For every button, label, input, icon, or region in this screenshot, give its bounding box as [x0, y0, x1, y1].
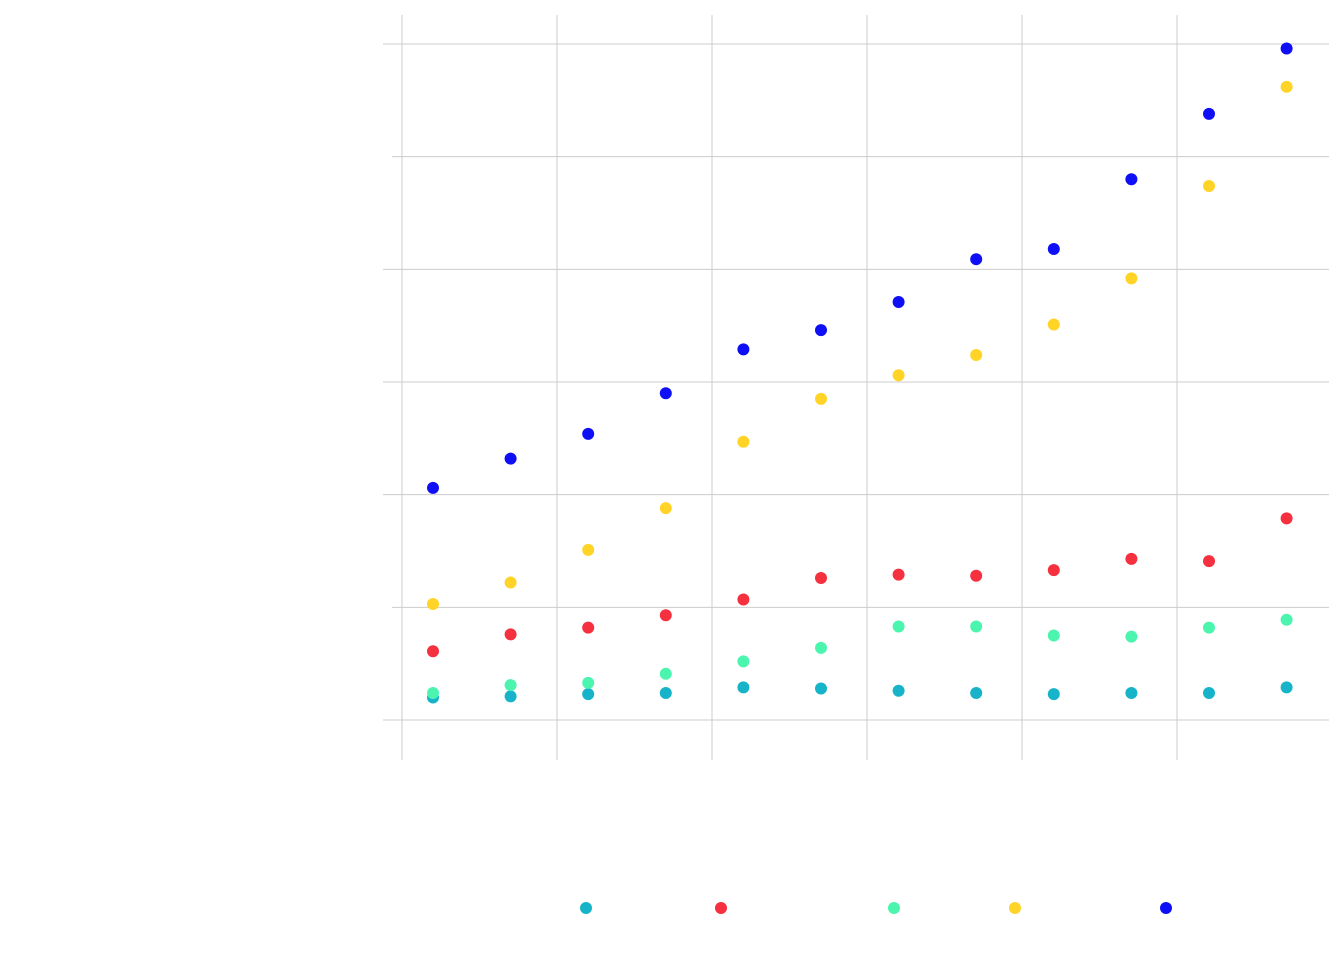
data-point: [1047, 318, 1060, 331]
legend-marker: [1160, 902, 1172, 914]
data-point: [970, 569, 983, 582]
data-point: [1125, 552, 1138, 565]
data-point: [1125, 686, 1138, 699]
data-point: [582, 676, 595, 689]
data-point: [1125, 630, 1138, 643]
data-point: [892, 369, 905, 382]
data-point: [582, 427, 595, 440]
data-point: [1047, 564, 1060, 577]
data-point: [815, 572, 827, 585]
data-point: [504, 452, 517, 465]
data-point: [815, 682, 827, 695]
data-point: [504, 628, 517, 641]
data-point: [427, 645, 439, 658]
data-point: [504, 679, 517, 692]
data-point: [815, 324, 827, 337]
data-point: [427, 597, 439, 610]
data-point: [659, 502, 672, 515]
data-point: [737, 593, 750, 606]
data-point: [815, 392, 827, 405]
data-point: [737, 655, 750, 668]
legend-marker: [888, 902, 900, 914]
data-point: [427, 481, 439, 494]
data-point: [970, 686, 983, 699]
data-point: [737, 343, 750, 356]
data-point: [1203, 179, 1215, 192]
data-point: [582, 688, 595, 701]
data-point: [1047, 629, 1060, 642]
legend-marker: [580, 902, 592, 914]
data-point: [1280, 681, 1293, 694]
data-point: [815, 641, 827, 654]
points-layer: [427, 42, 1293, 704]
data-point: [1203, 621, 1215, 634]
data-point: [1047, 688, 1060, 701]
data-point: [1203, 107, 1215, 120]
data-point: [1280, 80, 1293, 93]
data-point: [504, 690, 517, 703]
data-point: [1280, 42, 1293, 55]
grid-layer: [383, 15, 1329, 760]
legend: [580, 902, 1172, 914]
data-point: [582, 621, 595, 634]
data-point: [659, 387, 672, 400]
data-point: [892, 568, 905, 581]
data-point: [892, 296, 905, 309]
data-point: [1125, 173, 1138, 186]
data-point: [892, 684, 905, 697]
data-point: [1203, 555, 1215, 568]
data-point: [970, 253, 983, 266]
data-point: [659, 667, 672, 680]
data-point: [970, 348, 983, 361]
data-point: [1125, 272, 1138, 285]
data-point: [1280, 512, 1293, 525]
legend-marker: [715, 902, 727, 914]
data-point: [504, 576, 517, 589]
data-point: [427, 686, 439, 699]
data-point: [1047, 243, 1060, 256]
data-point: [582, 543, 595, 556]
data-point: [659, 686, 672, 699]
legend-marker: [1009, 902, 1021, 914]
data-point: [970, 620, 983, 633]
data-point: [737, 681, 750, 694]
data-point: [1203, 686, 1215, 699]
data-point: [659, 609, 672, 622]
data-point: [1280, 613, 1293, 626]
data-point: [892, 620, 905, 633]
data-point: [737, 435, 750, 448]
